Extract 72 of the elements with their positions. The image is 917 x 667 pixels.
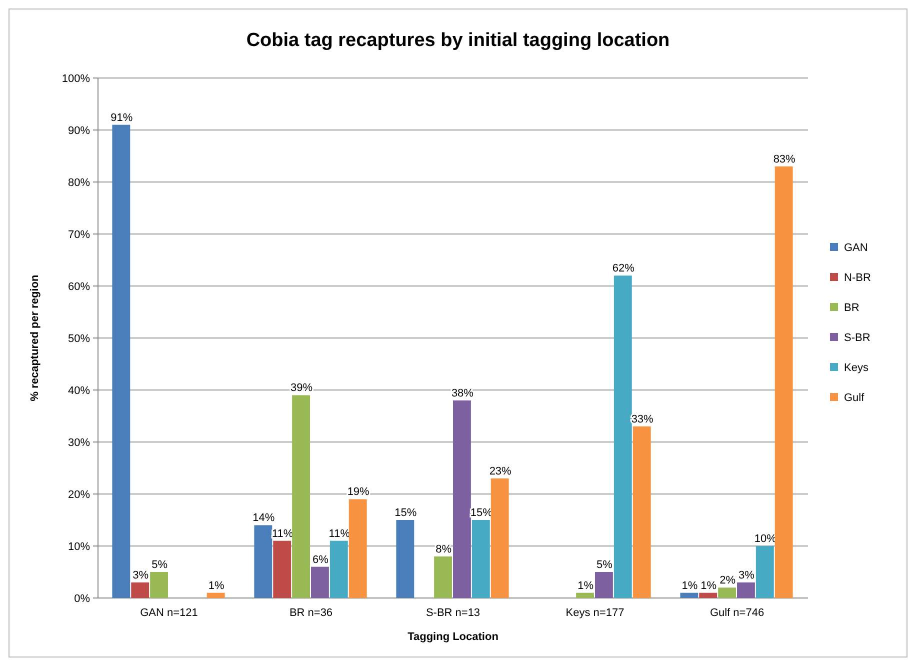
legend-label: Gulf	[844, 392, 866, 404]
y-tick-label: 20%	[68, 489, 90, 501]
x-tick-label: GAN n=121	[140, 607, 198, 619]
data-label: 8%	[436, 543, 452, 556]
y-tick-label: 100%	[62, 73, 90, 85]
x-tick-label: BR n=36	[289, 607, 333, 619]
chart-title: Cobia tag recaptures by initial tagging location	[246, 30, 670, 51]
y-tick-label: 90%	[68, 125, 90, 137]
bar	[632, 426, 651, 598]
data-label: 3%	[738, 569, 755, 582]
data-label: 19%	[347, 486, 370, 498]
bar	[273, 540, 292, 598]
y-tick-label: 60%	[68, 281, 90, 293]
legend-label: GAN	[844, 242, 868, 254]
data-label: 1%	[578, 580, 594, 592]
data-label: 1%	[700, 580, 717, 592]
data-label: 5%	[596, 559, 613, 571]
data-label: 6%	[312, 554, 329, 566]
y-tick-label: 10%	[68, 541, 90, 553]
data-label: 23%	[489, 465, 512, 478]
x-tick-label: Gulf n=746	[710, 607, 764, 619]
data-label: 38%	[451, 387, 474, 400]
y-tick-label: 40%	[68, 385, 90, 397]
legend-label: Keys	[844, 362, 869, 374]
data-label: 91%	[110, 112, 133, 124]
bar	[396, 520, 414, 598]
bar	[254, 525, 272, 598]
bar	[595, 572, 613, 598]
bar	[292, 395, 310, 598]
bar	[131, 582, 150, 598]
bar	[756, 546, 774, 598]
legend-label: BR	[844, 302, 860, 314]
bar	[206, 592, 225, 598]
y-tick-label: 50%	[68, 333, 90, 345]
legend-label: S-BR	[844, 332, 870, 344]
data-label: 39%	[290, 382, 313, 394]
data-label: 15%	[394, 507, 417, 519]
bar	[112, 124, 130, 598]
data-label: 62%	[612, 262, 635, 275]
bar	[472, 520, 490, 598]
bar	[680, 592, 698, 598]
data-label: 5%	[152, 559, 168, 571]
bar	[490, 478, 509, 598]
data-label: 33%	[631, 413, 654, 426]
data-label: 1%	[208, 580, 224, 592]
y-tick-label: 80%	[68, 177, 90, 189]
bar	[699, 592, 718, 598]
bar	[576, 592, 594, 598]
bar	[330, 540, 348, 598]
bar	[453, 400, 471, 598]
bar	[774, 166, 793, 598]
bar	[348, 499, 367, 598]
bar	[737, 582, 755, 598]
x-tick-label: Keys n=177	[566, 607, 624, 619]
x-tick-label: S-BR n=13	[426, 607, 480, 619]
y-tick-label: 70%	[68, 229, 90, 241]
y-axis-title: % recaptured per region	[29, 274, 41, 402]
bar	[150, 572, 168, 598]
y-tick-label: 30%	[68, 437, 90, 449]
x-axis-title: Tagging Location	[408, 631, 499, 643]
bar	[434, 556, 452, 598]
data-label: 2%	[720, 574, 736, 587]
data-label: 1%	[682, 580, 698, 592]
bar	[718, 588, 736, 598]
y-tick-label: 0%	[74, 593, 90, 605]
bar	[614, 276, 632, 598]
data-label: 11%	[328, 528, 350, 540]
data-label: 3%	[132, 569, 149, 582]
bar	[311, 566, 329, 598]
data-label: 14%	[252, 512, 275, 524]
legend-label: N-BR	[844, 272, 871, 284]
data-label: 83%	[773, 153, 796, 166]
